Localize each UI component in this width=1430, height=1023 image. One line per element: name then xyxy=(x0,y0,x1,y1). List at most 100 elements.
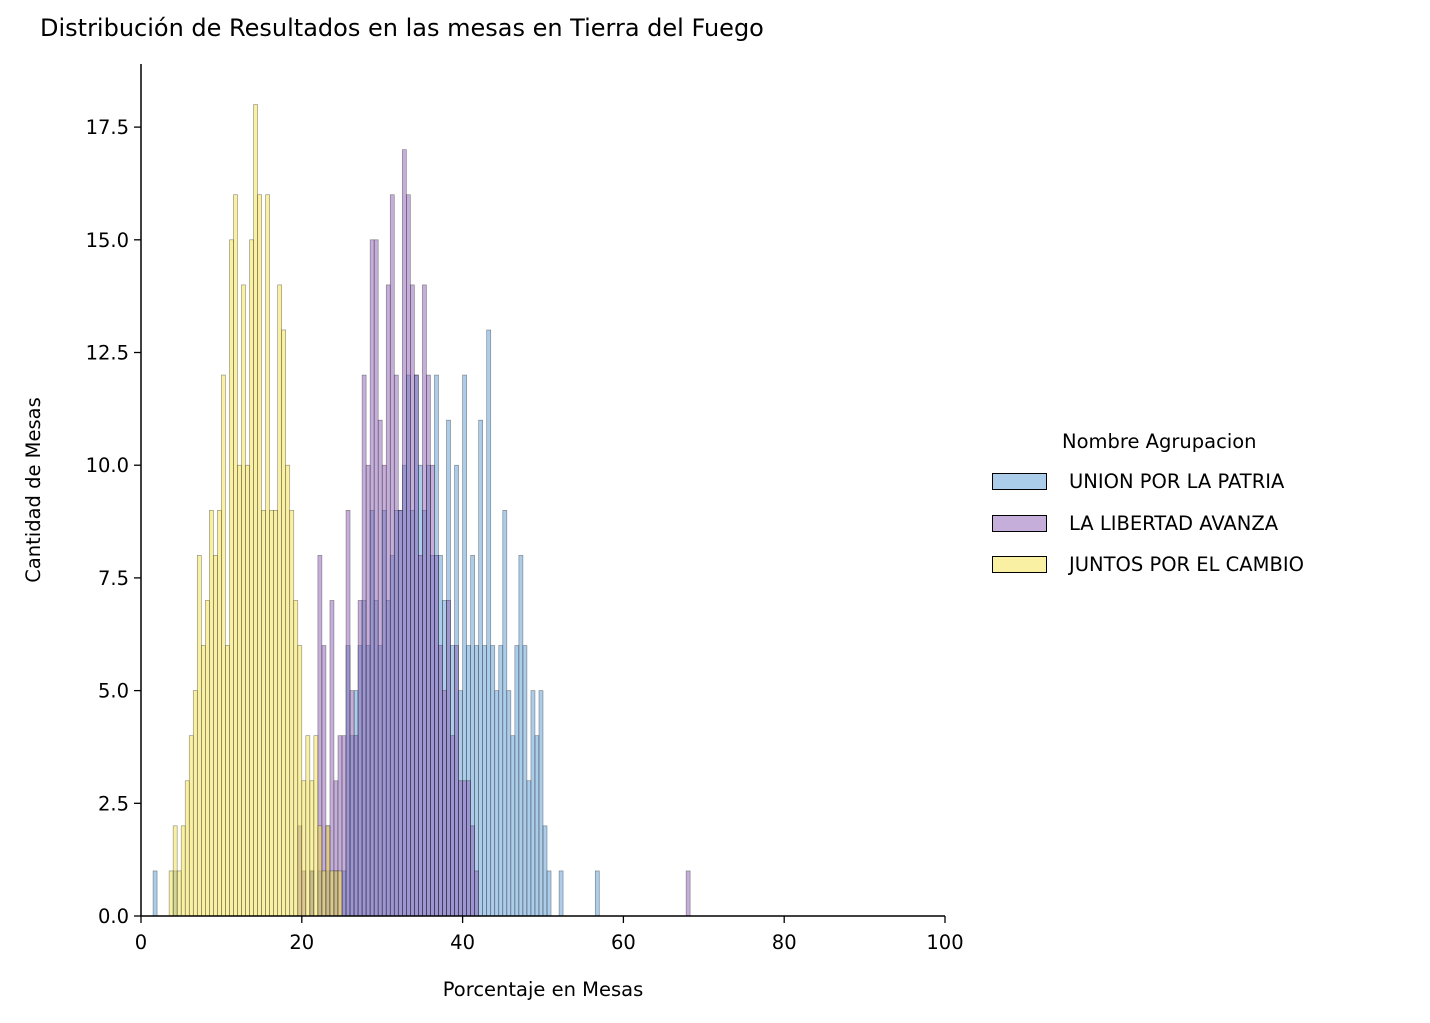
bar-union-por-la-patria-53 xyxy=(530,690,536,917)
bar-juntos-por-el-cambio-38 xyxy=(321,870,327,917)
bar-juntos-por-el-cambio-17 xyxy=(237,464,242,917)
bar-union-por-la-patria-57 xyxy=(546,870,552,917)
bar-union-por-la-patria-55 xyxy=(538,690,544,917)
y-tick-label: 2.5 xyxy=(98,792,129,815)
bar-union-por-la-patria-52 xyxy=(526,780,532,917)
bar-juntos-por-el-cambio-41 xyxy=(333,870,339,917)
bar-juntos-por-el-cambio-32 xyxy=(297,645,303,917)
bar-la-libertad-avanza-43 xyxy=(685,870,691,917)
y-tick-label: 10.0 xyxy=(86,454,129,477)
bar-juntos-por-el-cambio-0 xyxy=(168,870,174,917)
y-tick-label: 7.5 xyxy=(98,567,129,590)
bar-la-libertad-avanza-25 xyxy=(406,194,411,917)
bar-la-libertad-avanza-22 xyxy=(393,374,399,917)
bar-juntos-por-el-cambio-10 xyxy=(209,509,214,917)
legend-title: Nombre Agrupacion xyxy=(1062,430,1257,453)
bar-juntos-por-el-cambio-22 xyxy=(257,194,262,917)
x-tick-label: 60 xyxy=(611,931,636,954)
legend-swatch xyxy=(992,473,1047,491)
bar-la-libertad-avanza-30 xyxy=(426,374,431,917)
bar-la-libertad-avanza-11 xyxy=(349,690,355,917)
y-tick-label: 15.0 xyxy=(86,229,129,252)
y-tick-label: 5.0 xyxy=(98,680,129,703)
bar-union-por-la-patria-59 xyxy=(594,870,600,917)
bar-juntos-por-el-cambio-12 xyxy=(217,509,222,917)
bar-juntos-por-el-cambio-24 xyxy=(265,194,270,917)
bar-juntos-por-el-cambio-30 xyxy=(289,509,295,917)
bar-union-por-la-patria-54 xyxy=(534,735,540,917)
bar-la-libertad-avanza-35 xyxy=(446,600,451,917)
axes xyxy=(140,64,945,917)
bar-la-libertad-avanza-38 xyxy=(458,780,463,917)
legend-item: JUNTOS POR EL CAMBIO xyxy=(990,544,1304,586)
bar-juntos-por-el-cambio-14 xyxy=(225,645,230,917)
bar-juntos-por-el-cambio-5 xyxy=(188,735,194,917)
bar-juntos-por-el-cambio-36 xyxy=(313,735,319,917)
bar-la-libertad-avanza-21 xyxy=(389,194,395,917)
bar-la-libertad-avanza-16 xyxy=(369,239,375,917)
bar-juntos-por-el-cambio-15 xyxy=(229,239,234,917)
x-tick-label: 20 xyxy=(289,931,314,954)
bar-juntos-por-el-cambio-4 xyxy=(184,780,190,917)
bar-la-libertad-avanza-6 xyxy=(329,600,335,917)
bar-la-libertad-avanza-33 xyxy=(438,645,443,917)
bar-union-por-la-patria-47 xyxy=(506,690,512,917)
bar-union-por-la-patria-51 xyxy=(522,645,528,917)
bar-juntos-por-el-cambio-35 xyxy=(309,780,315,917)
bar-la-libertad-avanza-27 xyxy=(414,374,419,917)
bar-union-por-la-patria-43 xyxy=(490,645,496,917)
x-tick-label: 40 xyxy=(450,931,475,954)
bar-la-libertad-avanza-37 xyxy=(454,645,459,917)
y-tick-label: 12.5 xyxy=(86,342,129,365)
bar-juntos-por-el-cambio-8 xyxy=(201,645,206,917)
legend-item: LA LIBERTAD AVANZA xyxy=(990,503,1304,545)
bar-la-libertad-avanza-40 xyxy=(466,780,471,917)
x-axis-ticks: 0 20 40 60 80 100 xyxy=(135,916,964,954)
bar-juntos-por-el-cambio-18 xyxy=(241,284,246,917)
bar-la-libertad-avanza-18 xyxy=(377,419,383,917)
bar-juntos-por-el-cambio-21 xyxy=(253,104,258,917)
bar-juntos-por-el-cambio-42 xyxy=(337,870,343,917)
legend-swatch xyxy=(992,556,1047,574)
bar-juntos-por-el-cambio-29 xyxy=(285,464,291,917)
bar-union-por-la-patria-46 xyxy=(502,509,508,917)
bar-juntos-por-el-cambio-39 xyxy=(325,825,331,917)
y-tick-label: 17.5 xyxy=(86,116,129,139)
x-tick-label: 80 xyxy=(772,931,797,954)
bar-la-libertad-avanza-14 xyxy=(361,374,367,917)
bar-union-por-la-patria-50 xyxy=(518,555,524,917)
bar-juntos-por-el-cambio-7 xyxy=(196,555,202,917)
bar-union-por-la-patria-0 xyxy=(152,870,158,917)
bar-union-por-la-patria-48 xyxy=(510,735,516,917)
bar-union-por-la-patria-45 xyxy=(498,645,504,917)
bar-union-por-la-patria-41 xyxy=(482,645,488,917)
bar-juntos-por-el-cambio-3 xyxy=(180,825,186,917)
bar-la-libertad-avanza-29 xyxy=(422,284,427,917)
bar-juntos-por-el-cambio-20 xyxy=(249,239,254,917)
bar-la-libertad-avanza-13 xyxy=(357,600,363,917)
chart-title: Distribución de Resultados en las mesas … xyxy=(40,14,764,42)
bar-la-libertad-avanza-20 xyxy=(385,284,391,917)
bar-la-libertad-avanza-41 xyxy=(470,825,475,917)
bar-juntos-por-el-cambio-26 xyxy=(273,509,278,917)
bar-la-libertad-avanza-9 xyxy=(341,735,347,917)
bar-la-libertad-avanza-24 xyxy=(401,149,407,917)
bar-la-libertad-avanza-31 xyxy=(430,464,435,917)
bar-la-libertad-avanza-34 xyxy=(442,690,447,917)
bar-la-libertad-avanza-10 xyxy=(345,509,351,917)
bar-juntos-por-el-cambio-28 xyxy=(281,329,287,917)
y-tick-label: 0.0 xyxy=(98,905,129,928)
bar-juntos-por-el-cambio-33 xyxy=(301,780,307,917)
legend: Nombre Agrupacion UNION POR LA PATRIA LA … xyxy=(990,430,1304,586)
bar-la-libertad-avanza-42 xyxy=(474,870,479,917)
legend-label: UNION POR LA PATRIA xyxy=(1069,470,1285,494)
bar-juntos-por-el-cambio-2 xyxy=(176,870,182,917)
bar-juntos-por-el-cambio-13 xyxy=(221,374,226,917)
y-axis-ticks: 0.0 2.5 5.0 7.5 10.0 12.5 15.0 17.5 xyxy=(86,116,141,928)
bar-juntos-por-el-cambio-11 xyxy=(213,555,218,917)
bar-union-por-la-patria-49 xyxy=(514,645,520,917)
bar-juntos-por-el-cambio-25 xyxy=(269,509,274,917)
x-tick-label: 0 xyxy=(135,931,147,954)
bar-la-libertad-avanza-32 xyxy=(434,555,439,917)
bar-juntos-por-el-cambio-9 xyxy=(205,600,210,917)
